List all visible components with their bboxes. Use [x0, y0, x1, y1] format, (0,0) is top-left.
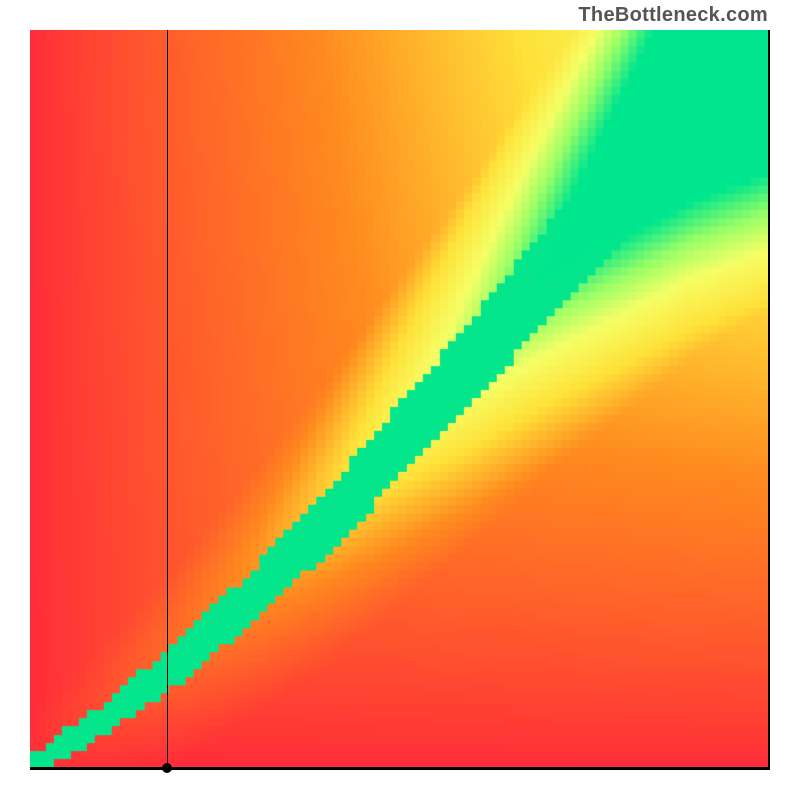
- crosshair-horizontal: [30, 767, 768, 768]
- heatmap-canvas: [30, 30, 768, 768]
- watermark-text: TheBottleneck.com: [578, 4, 768, 27]
- crosshair-marker: [162, 763, 172, 773]
- crosshair-vertical: [167, 30, 168, 768]
- bottleneck-heatmap: [30, 30, 770, 770]
